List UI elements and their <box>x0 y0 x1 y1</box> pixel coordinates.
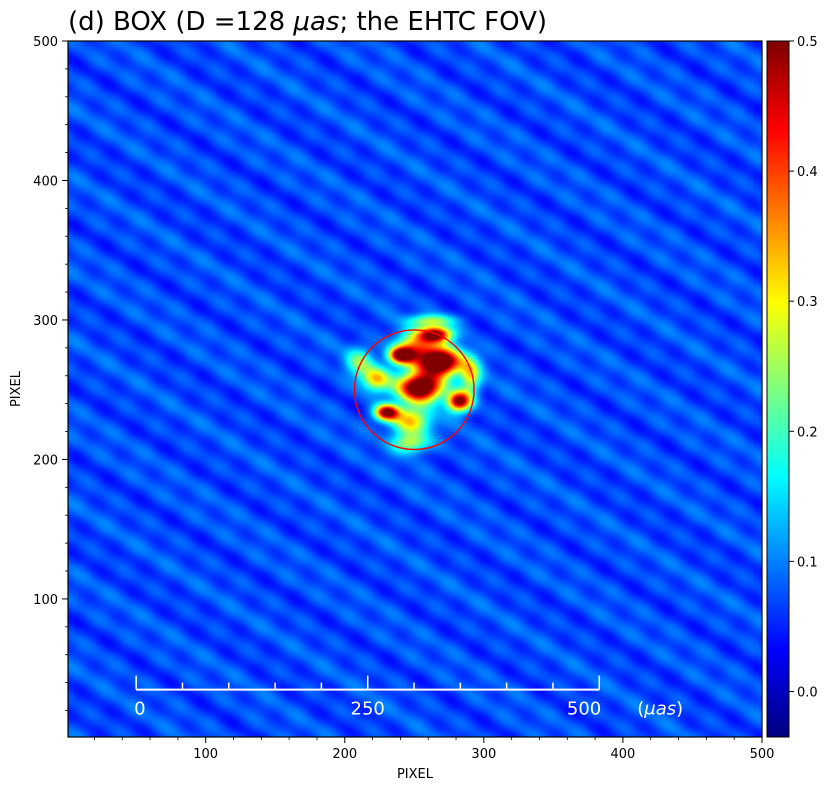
x-axis: 100 200 300 400 500 <box>94 737 774 762</box>
x-axis-label: PIXEL <box>397 767 434 782</box>
scale-bar-label: 250 <box>351 699 385 720</box>
colorbar-tick-label: 0.2 <box>797 425 818 440</box>
heatmap-image <box>68 41 762 737</box>
y-tick-label: 400 <box>33 174 58 189</box>
plot-area: 0 250 500 (μas) <box>67 40 763 738</box>
x-tick-label: 100 <box>193 747 218 762</box>
y-axis-label: PIXEL <box>9 370 24 407</box>
colorbar: 0.0 0.1 0.2 0.3 0.4 0.5 <box>766 35 818 738</box>
colorbar-tick-label: 0.1 <box>797 555 818 570</box>
scale-bar-label: 500 <box>567 699 601 720</box>
chart-title: (d) BOX (D =128 μas; the EHTC FOV) <box>68 7 547 37</box>
y-tick-label: 100 <box>33 593 58 608</box>
x-tick-label: 400 <box>611 747 636 762</box>
x-tick-label: 500 <box>750 747 775 762</box>
scale-bar-unit: (μas) <box>637 699 683 720</box>
colorbar-tick-label: 0.3 <box>797 295 818 310</box>
scale-bar: 0 250 500 (μas) <box>134 675 683 720</box>
ring-circle <box>353 329 475 451</box>
x-tick-label: 300 <box>471 747 496 762</box>
colorbar-tick-label: 0.5 <box>797 35 818 50</box>
colorbar-tick-label: 0.0 <box>797 685 818 700</box>
colorbar-ticks: 0.0 0.1 0.2 0.3 0.4 0.5 <box>789 35 818 700</box>
y-tick-label: 200 <box>33 453 58 468</box>
y-tick-label: 500 <box>33 35 58 50</box>
y-axis: 100 200 300 400 500 <box>33 35 68 711</box>
x-tick-label: 200 <box>332 747 357 762</box>
scale-bar-label: 0 <box>134 699 145 720</box>
colorbar-gradient <box>767 41 789 737</box>
plot-frame <box>67 40 763 738</box>
y-tick-label: 300 <box>33 314 58 329</box>
colorbar-frame <box>766 40 790 738</box>
colorbar-tick-label: 0.4 <box>797 165 818 180</box>
